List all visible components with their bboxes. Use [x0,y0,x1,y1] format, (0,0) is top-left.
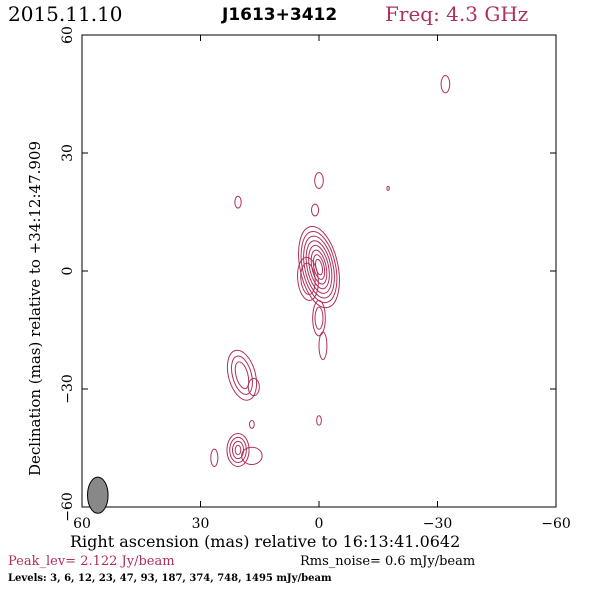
contour-sw-blob-lower [231,440,245,460]
contour-core [298,225,340,309]
axis-tick-labels: 60 30 0 −30 −60 −60 −30 0 30 60 [60,26,571,532]
contour-core-east-lobe [300,262,316,296]
contour-core [308,244,330,290]
x-tick-label: −30 [423,516,453,532]
rms-noise: Rms_noise= 0.6 mJy/beam [300,554,476,569]
contour-sw-blob-lower [234,444,242,456]
beam-ellipse-group [87,476,109,514]
contour-jet-south [312,300,326,337]
observation-date: 2015.11.10 [8,2,123,26]
contour-sw-blob-upper [234,361,250,390]
x-tick-label: −60 [541,516,571,532]
contour-knot-s-small [316,415,322,426]
contour-sw-blob-upper-tail [247,377,260,397]
contour-jet-south-tail [318,331,328,361]
contour-sw-blob-lower [229,436,247,464]
contour-sw-dot [248,419,255,429]
contour-levels: Levels: 3, 6, 12, 23, 47, 93, 187, 374, … [8,573,332,584]
source-name: J1613+3412 [222,5,338,25]
contour-core [300,231,338,304]
contour-core-east-lobe [297,256,319,301]
contour-knot-nw [386,185,390,191]
contour-knot-far-nw [440,75,451,94]
peak-level: Peak_lev= 2.122 Jy/beam [8,554,175,569]
y-tick-label: −60 [60,492,76,522]
y-tick-label: 60 [60,26,76,44]
contour-core [303,235,335,299]
contour-layers [210,75,451,467]
x-axis-label: Right ascension (mas) relative to 16:13:… [70,532,461,551]
contour-knot-n1 [314,172,324,189]
contour-core [305,240,333,294]
y-tick-label: −30 [60,374,76,404]
beam-ellipse [87,476,109,514]
contour-sw-knot-far [210,448,219,467]
contour-knot-n2 [310,203,320,217]
contour-sw-blob-upper [226,349,258,401]
y-tick-label: 30 [60,144,76,162]
axis-ticks [81,34,557,508]
x-tick-label: 0 [315,516,324,532]
y-tick-label: 0 [60,267,76,276]
x-tick-label: 30 [192,516,210,532]
contour-core [312,254,326,280]
x-tick-label: 60 [73,516,91,532]
contour-sw-blob-upper [230,355,253,395]
contour-sw-blob-lower [226,432,250,467]
contour-sw-blob-lower-ext [241,446,263,466]
contour-jet-south [314,306,324,330]
plot-frame [81,34,557,508]
frequency-label: Freq: 4.3 GHz [385,2,529,26]
y-axis-label: Declination (mas) relative to +34:12:47.… [26,140,44,476]
contour-knot-ne [234,195,242,209]
